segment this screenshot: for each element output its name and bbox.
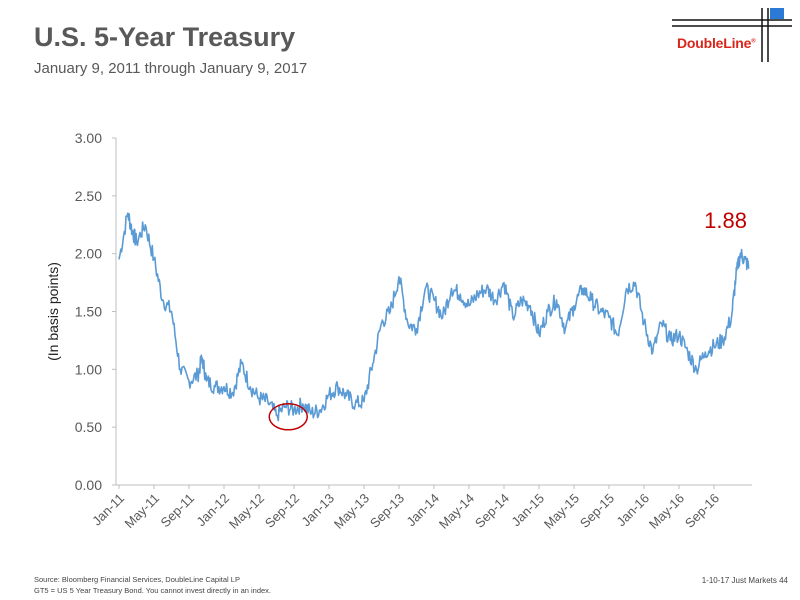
note-text: GT5 = US 5 Year Treasury Bond. You canno… — [34, 586, 272, 595]
page-title: U.S. 5-Year Treasury — [34, 22, 296, 52]
x-tick-label: May-12 — [226, 491, 267, 532]
logo-text: DoubleLine® — [677, 35, 756, 51]
x-tick-label: Sep-11 — [158, 491, 198, 531]
x-axis: Jan-11May-11Sep-11Jan-12May-12Sep-12Jan-… — [89, 484, 752, 532]
x-tick-label: Jan-11 — [89, 491, 127, 529]
doubleline-logo: DoubleLine® — [670, 8, 792, 64]
x-tick-label: Jan-13 — [298, 491, 337, 530]
logo-grid-icon — [672, 8, 792, 62]
y-tick-label: 2.50 — [75, 188, 102, 204]
x-tick-label: May-14 — [436, 491, 477, 532]
y-tick-label: 0.00 — [75, 477, 102, 493]
x-tick-label: May-15 — [541, 491, 582, 532]
page-number: 1-10-17 Just Markets 44 — [701, 576, 788, 585]
x-tick-label: Jan-15 — [508, 491, 547, 530]
y-tick-label: 0.50 — [75, 419, 102, 435]
y-axis: 0.00 0.50 1.00 1.50 2.00 2.50 3.00 (In basis po… — [45, 130, 117, 493]
x-tick-label: May-16 — [646, 491, 687, 532]
x-tick-label: Sep-16 — [682, 491, 722, 531]
last-value-label: 1.88 — [704, 208, 747, 233]
x-tick-label: Sep-15 — [577, 491, 617, 531]
yield-line — [118, 212, 750, 422]
y-tick-label: 2.00 — [75, 246, 102, 262]
x-tick-label: May-13 — [331, 491, 372, 532]
y-tick-label: 1.50 — [75, 304, 102, 320]
x-tick-label: Jan-14 — [403, 491, 442, 530]
source-text: Source: Bloomberg Financial Services, Do… — [34, 575, 240, 584]
x-tick-label: Jan-16 — [613, 491, 652, 530]
x-tick-label: Jan-12 — [193, 491, 232, 530]
x-tick-label: Sep-14 — [472, 491, 512, 531]
low-point-circle — [268, 403, 308, 431]
x-tick-label: May-11 — [122, 491, 163, 532]
y-tick-label: 3.00 — [75, 130, 102, 146]
y-tick-label: 1.00 — [75, 361, 102, 377]
annotations: 1.88 — [268, 208, 747, 431]
footer-source: Source: Bloomberg Financial Services, Do… — [34, 574, 271, 596]
page-subtitle: January 9, 2011 through January 9, 2017 — [34, 60, 308, 77]
y-axis-label: (In basis points) — [45, 262, 61, 361]
series-5y-yield — [118, 212, 750, 422]
treasury-line-chart: 0.00 0.50 1.00 1.50 2.00 2.50 3.00 (In basis po… — [45, 130, 752, 532]
x-tick-label: Sep-12 — [262, 491, 302, 531]
x-tick-label: Sep-13 — [367, 491, 407, 531]
